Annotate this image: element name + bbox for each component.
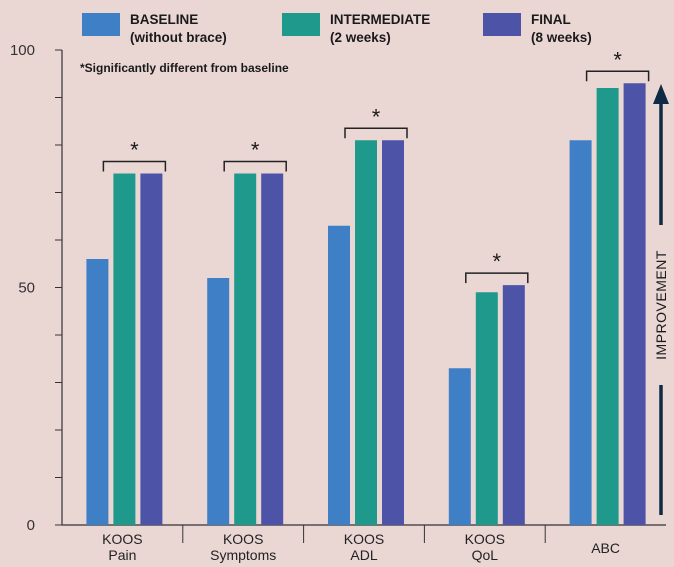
x-tick-label: KOOS [223, 531, 263, 547]
bar [86, 259, 109, 525]
legend-label: (2 weeks) [330, 30, 391, 45]
bar [328, 225, 350, 525]
bar [261, 173, 284, 525]
x-tick-label: Pain [108, 547, 136, 563]
significance-star: * [493, 249, 502, 274]
legend-label: (8 weeks) [531, 30, 592, 45]
arrow-label: IMPROVEMENT [653, 250, 669, 360]
x-tick-label: QoL [472, 547, 499, 563]
x-tick-label: ABC [591, 540, 620, 556]
x-tick-label: KOOS [102, 531, 142, 547]
bar [113, 173, 136, 525]
bar [140, 173, 163, 525]
improvement-arrow: IMPROVEMENT [653, 84, 669, 515]
bar [475, 292, 498, 525]
significance-star: * [130, 138, 139, 163]
x-tick-label: Symptoms [210, 547, 276, 563]
y-tick-label: 50 [18, 280, 35, 297]
legend-swatch [282, 13, 320, 36]
significance-bracket [585, 70, 650, 82]
legend-label: BASELINE [130, 12, 198, 27]
significance-note: *Significantly different from baseline [80, 61, 289, 75]
bar [355, 140, 377, 525]
y-tick-label: 100 [10, 42, 35, 59]
legend-swatch [483, 13, 521, 36]
legend: BASELINE (without brace) INTERMEDIATE (2 we… [82, 12, 592, 45]
x-tick-label: KOOS [465, 531, 505, 547]
significance-bracket [223, 160, 287, 172]
significance-bracket [344, 127, 408, 139]
y-tick-label: 0 [27, 517, 35, 534]
significance-star: * [372, 104, 381, 129]
bar [207, 278, 230, 525]
x-tick-label: ADL [350, 547, 377, 563]
axes: 050100KOOSPainKOOSSymptomsKOOSADLKOOSQoL… [10, 42, 666, 563]
significance-star: * [613, 47, 622, 72]
significance-bracket [465, 272, 529, 284]
bar [569, 140, 592, 525]
legend-label: INTERMEDIATE [330, 12, 430, 27]
bar [502, 285, 525, 525]
significance-star: * [251, 138, 260, 163]
legend-swatch [82, 13, 120, 36]
x-tick-label: KOOS [344, 531, 384, 547]
bar [448, 368, 471, 525]
bar [234, 173, 257, 525]
arrow-head [653, 84, 669, 104]
legend-label: (without brace) [130, 30, 227, 45]
legend-label: FINAL [531, 12, 571, 27]
significance-markers: * * * * * [102, 47, 650, 284]
significance-bracket [102, 160, 167, 172]
bars [86, 83, 646, 525]
bar [596, 88, 619, 525]
bar [382, 140, 404, 525]
bar [623, 83, 646, 525]
